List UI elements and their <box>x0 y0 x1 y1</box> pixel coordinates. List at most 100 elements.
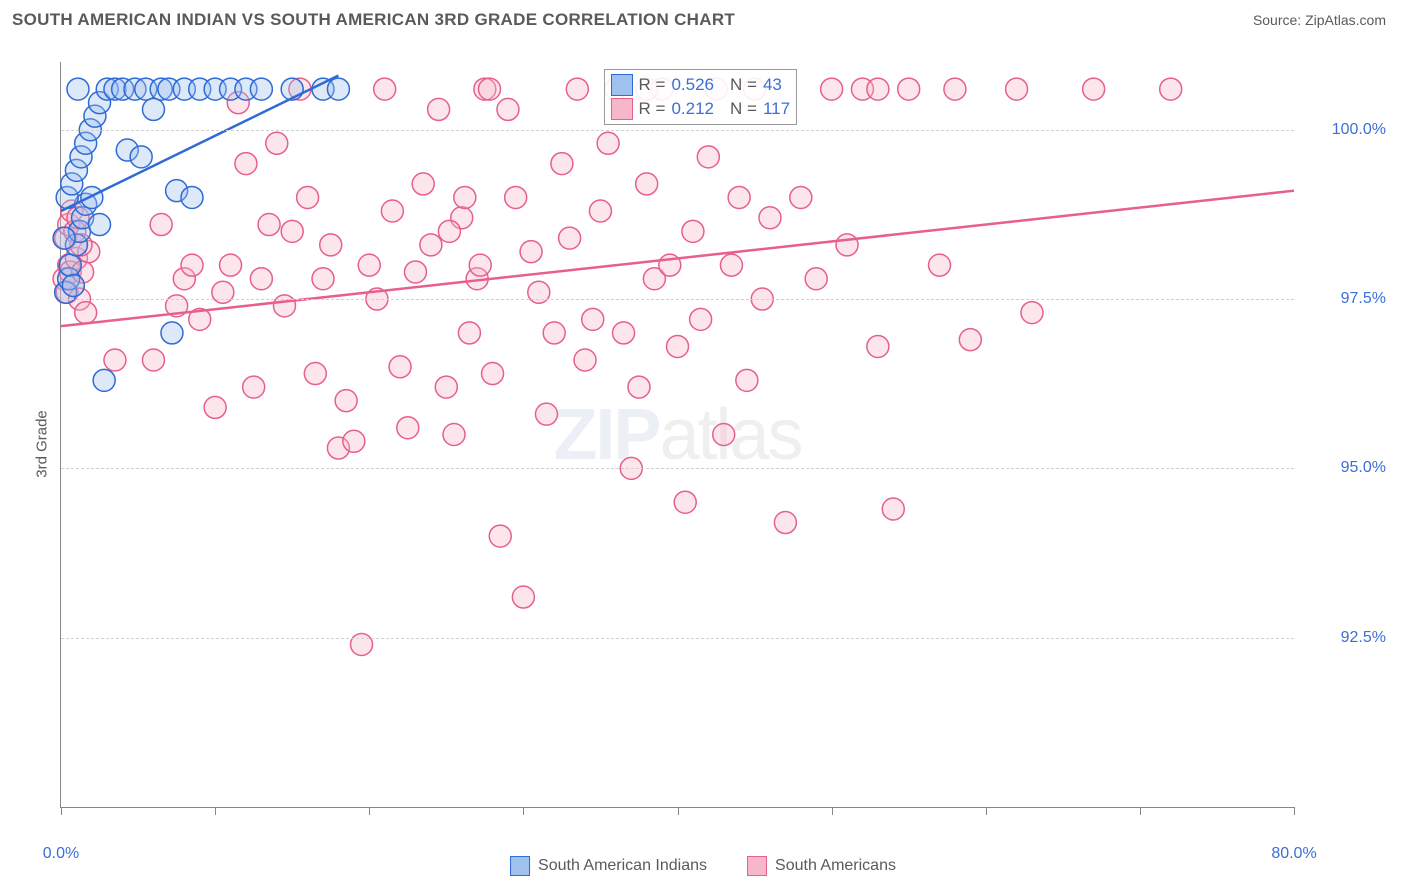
data-point <box>697 146 719 168</box>
data-point <box>443 424 465 446</box>
x-tick-label: 80.0% <box>1271 845 1316 863</box>
legend-swatch <box>747 856 767 876</box>
data-point <box>713 424 735 446</box>
data-point <box>597 132 619 154</box>
data-point <box>150 214 172 236</box>
data-point <box>497 98 519 120</box>
data-point <box>582 308 604 330</box>
chart-container: 3rd Grade ZIPatlas R = 0.526 N = 43 R = … <box>12 44 1394 844</box>
data-point <box>304 363 326 385</box>
data-point <box>420 234 442 256</box>
data-point <box>220 254 242 276</box>
data-point <box>574 349 596 371</box>
y-axis-label: 3rd Grade <box>33 410 50 478</box>
legend-swatch <box>611 98 633 120</box>
data-point <box>67 78 89 100</box>
r-label: R = <box>639 99 666 119</box>
data-point <box>636 173 658 195</box>
data-point <box>1021 302 1043 324</box>
source-label: Source: ZipAtlas.com <box>1253 12 1386 28</box>
y-tick-label: 97.5% <box>1306 290 1386 308</box>
data-point <box>397 417 419 439</box>
data-point <box>929 254 951 276</box>
x-tick <box>678 807 679 815</box>
data-point <box>438 220 460 242</box>
data-point <box>898 78 920 100</box>
chart-title: SOUTH AMERICAN INDIAN VS SOUTH AMERICAN … <box>12 10 735 30</box>
data-point <box>454 186 476 208</box>
x-tick <box>215 807 216 815</box>
gridline <box>61 468 1294 469</box>
x-tick <box>1294 807 1295 815</box>
data-point <box>59 254 81 276</box>
data-point <box>130 146 152 168</box>
data-point <box>559 227 581 249</box>
data-point <box>720 254 742 276</box>
x-tick <box>61 807 62 815</box>
data-point <box>944 78 966 100</box>
gridline <box>61 638 1294 639</box>
plot-area: ZIPatlas R = 0.526 N = 43 R = 0.212 N = … <box>60 62 1294 808</box>
data-point <box>312 268 334 290</box>
data-point <box>790 186 812 208</box>
data-point <box>266 132 288 154</box>
gridline <box>61 130 1294 131</box>
data-point <box>613 322 635 344</box>
data-point <box>882 498 904 520</box>
n-value: 117 <box>763 99 790 119</box>
data-point <box>250 268 272 290</box>
data-point <box>821 78 843 100</box>
data-point <box>93 369 115 391</box>
data-point <box>736 369 758 391</box>
legend-swatch <box>510 856 530 876</box>
r-value: 0.526 <box>671 75 714 95</box>
data-point <box>489 525 511 547</box>
data-point <box>389 356 411 378</box>
data-point <box>250 78 272 100</box>
data-point <box>204 396 226 418</box>
data-point <box>142 349 164 371</box>
data-point <box>75 302 97 324</box>
x-tick <box>369 807 370 815</box>
y-tick-label: 95.0% <box>1306 459 1386 477</box>
data-point <box>358 254 380 276</box>
data-point <box>335 390 357 412</box>
n-value: 43 <box>763 75 782 95</box>
header: SOUTH AMERICAN INDIAN VS SOUTH AMERICAN … <box>0 0 1406 38</box>
data-point <box>327 78 349 100</box>
data-point <box>428 98 450 120</box>
x-tick <box>986 807 987 815</box>
data-point <box>566 78 588 100</box>
n-label: N = <box>730 75 757 95</box>
data-point <box>469 254 491 276</box>
data-point <box>381 200 403 222</box>
data-point <box>258 214 280 236</box>
y-tick-label: 92.5% <box>1306 629 1386 647</box>
data-point <box>1006 78 1028 100</box>
data-point <box>104 349 126 371</box>
data-point <box>482 363 504 385</box>
data-point <box>543 322 565 344</box>
correlation-box: R = 0.526 N = 43 R = 0.212 N = 117 <box>604 69 798 125</box>
data-point <box>867 335 889 357</box>
data-point <box>836 234 858 256</box>
data-point <box>62 275 84 297</box>
data-point <box>1160 78 1182 100</box>
data-point <box>412 173 434 195</box>
trend-line <box>61 191 1294 326</box>
bottom-legend: South American Indians South Americans <box>510 856 896 876</box>
data-point <box>505 186 527 208</box>
data-point <box>682 220 704 242</box>
legend-label: South Americans <box>775 857 896 875</box>
data-point <box>512 586 534 608</box>
n-label: N = <box>730 99 757 119</box>
data-point <box>142 98 164 120</box>
data-point <box>235 153 257 175</box>
data-point <box>674 491 696 513</box>
y-tick-label: 100.0% <box>1306 121 1386 139</box>
data-point <box>458 322 480 344</box>
data-point <box>161 322 183 344</box>
data-point <box>181 254 203 276</box>
data-point <box>774 512 796 534</box>
data-point <box>520 241 542 263</box>
